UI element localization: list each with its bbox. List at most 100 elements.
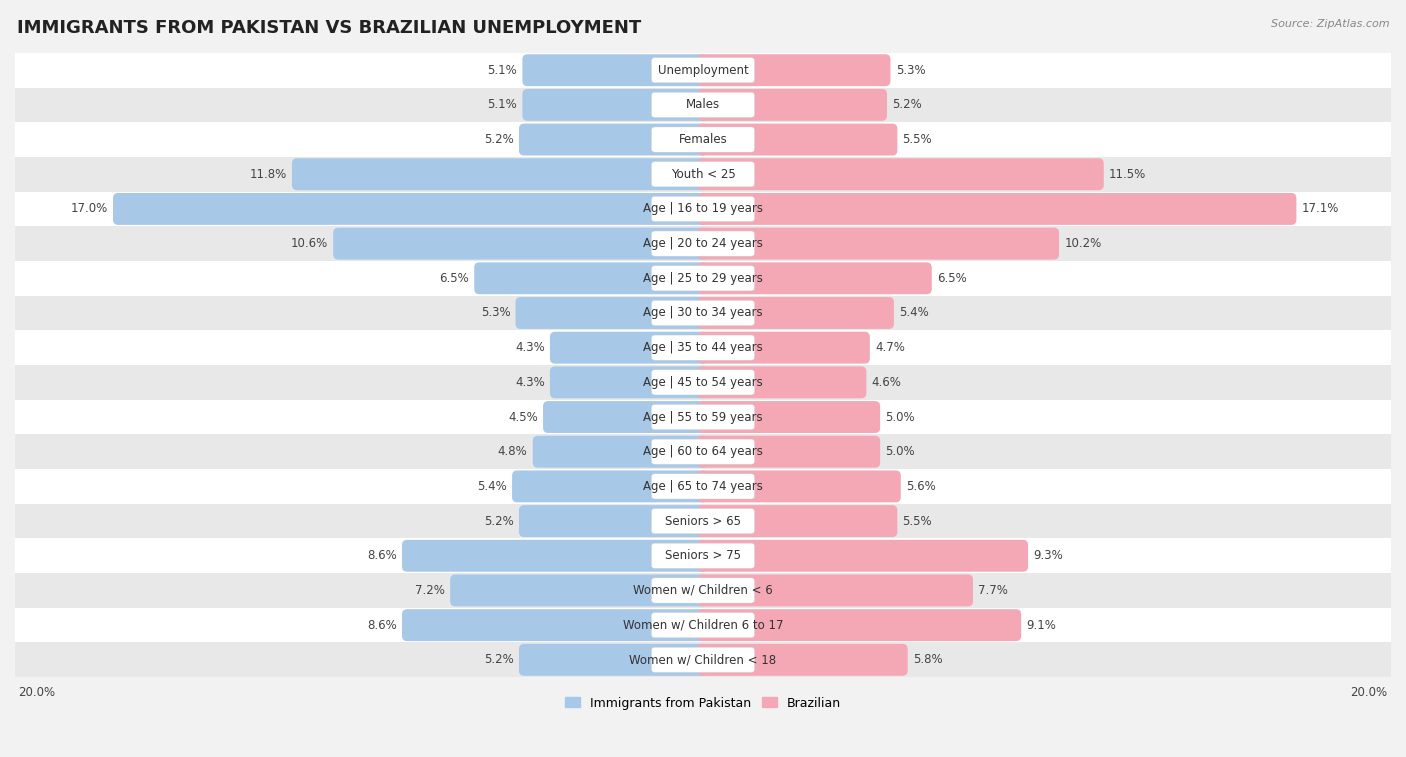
Text: Females: Females (679, 133, 727, 146)
FancyBboxPatch shape (651, 544, 755, 569)
Text: 5.1%: 5.1% (488, 64, 517, 76)
Text: IMMIGRANTS FROM PAKISTAN VS BRAZILIAN UNEMPLOYMENT: IMMIGRANTS FROM PAKISTAN VS BRAZILIAN UN… (17, 19, 641, 37)
FancyBboxPatch shape (651, 58, 755, 83)
Text: 11.8%: 11.8% (249, 168, 287, 181)
FancyBboxPatch shape (697, 540, 1028, 572)
FancyBboxPatch shape (697, 609, 1021, 641)
Text: 5.3%: 5.3% (481, 307, 510, 319)
FancyBboxPatch shape (697, 158, 1104, 190)
Text: 5.5%: 5.5% (903, 515, 932, 528)
Bar (15, 261, 1391, 296)
Text: Seniors > 75: Seniors > 75 (665, 550, 741, 562)
FancyBboxPatch shape (651, 162, 755, 187)
Bar (15, 435, 1391, 469)
Text: 5.8%: 5.8% (912, 653, 942, 666)
FancyBboxPatch shape (651, 301, 755, 326)
FancyBboxPatch shape (651, 231, 755, 256)
Text: 7.7%: 7.7% (979, 584, 1008, 597)
FancyBboxPatch shape (651, 612, 755, 637)
FancyBboxPatch shape (697, 332, 870, 363)
Text: 9.1%: 9.1% (1026, 618, 1056, 631)
FancyBboxPatch shape (519, 644, 709, 676)
Text: Source: ZipAtlas.com: Source: ZipAtlas.com (1271, 19, 1389, 29)
FancyBboxPatch shape (523, 89, 709, 121)
Bar (15, 88, 1391, 122)
Text: Women w/ Children < 6: Women w/ Children < 6 (633, 584, 773, 597)
Text: Age | 35 to 44 years: Age | 35 to 44 years (643, 341, 763, 354)
Text: 9.3%: 9.3% (1033, 550, 1063, 562)
Text: 6.5%: 6.5% (439, 272, 470, 285)
FancyBboxPatch shape (519, 505, 709, 537)
Legend: Immigrants from Pakistan, Brazilian: Immigrants from Pakistan, Brazilian (561, 692, 845, 715)
Bar (15, 365, 1391, 400)
Text: 5.1%: 5.1% (488, 98, 517, 111)
Text: 4.8%: 4.8% (498, 445, 527, 458)
FancyBboxPatch shape (651, 509, 755, 534)
Text: Age | 60 to 64 years: Age | 60 to 64 years (643, 445, 763, 458)
Text: 17.1%: 17.1% (1302, 202, 1339, 216)
Bar (15, 296, 1391, 330)
FancyBboxPatch shape (697, 436, 880, 468)
FancyBboxPatch shape (519, 123, 709, 155)
FancyBboxPatch shape (651, 196, 755, 222)
Bar (15, 538, 1391, 573)
Text: 5.2%: 5.2% (484, 653, 513, 666)
FancyBboxPatch shape (651, 474, 755, 499)
Text: 5.6%: 5.6% (905, 480, 936, 493)
Text: Age | 30 to 34 years: Age | 30 to 34 years (643, 307, 763, 319)
FancyBboxPatch shape (697, 228, 1059, 260)
FancyBboxPatch shape (697, 297, 894, 329)
Text: 8.6%: 8.6% (367, 618, 396, 631)
Text: Age | 16 to 19 years: Age | 16 to 19 years (643, 202, 763, 216)
FancyBboxPatch shape (651, 369, 755, 395)
Text: 6.5%: 6.5% (936, 272, 967, 285)
Text: 5.2%: 5.2% (484, 515, 513, 528)
Bar (15, 503, 1391, 538)
Text: Women w/ Children 6 to 17: Women w/ Children 6 to 17 (623, 618, 783, 631)
Bar (15, 330, 1391, 365)
FancyBboxPatch shape (651, 127, 755, 152)
FancyBboxPatch shape (697, 401, 880, 433)
Text: Women w/ Children < 18: Women w/ Children < 18 (630, 653, 776, 666)
Bar (15, 608, 1391, 643)
FancyBboxPatch shape (523, 55, 709, 86)
Text: 5.2%: 5.2% (484, 133, 513, 146)
Text: Age | 25 to 29 years: Age | 25 to 29 years (643, 272, 763, 285)
FancyBboxPatch shape (651, 404, 755, 430)
Text: 4.3%: 4.3% (515, 376, 544, 389)
Bar (15, 226, 1391, 261)
Text: 10.2%: 10.2% (1064, 237, 1101, 250)
Text: 8.6%: 8.6% (367, 550, 396, 562)
Bar (15, 643, 1391, 678)
FancyBboxPatch shape (533, 436, 709, 468)
FancyBboxPatch shape (697, 193, 1296, 225)
FancyBboxPatch shape (543, 401, 709, 433)
Text: 5.2%: 5.2% (893, 98, 922, 111)
Text: 11.5%: 11.5% (1109, 168, 1146, 181)
FancyBboxPatch shape (112, 193, 709, 225)
Text: 5.5%: 5.5% (903, 133, 932, 146)
FancyBboxPatch shape (697, 123, 897, 155)
FancyBboxPatch shape (450, 575, 709, 606)
FancyBboxPatch shape (292, 158, 709, 190)
FancyBboxPatch shape (474, 263, 709, 294)
Text: 20.0%: 20.0% (1350, 686, 1388, 699)
FancyBboxPatch shape (651, 647, 755, 672)
Text: Age | 20 to 24 years: Age | 20 to 24 years (643, 237, 763, 250)
Text: Unemployment: Unemployment (658, 64, 748, 76)
FancyBboxPatch shape (402, 540, 709, 572)
FancyBboxPatch shape (651, 578, 755, 603)
FancyBboxPatch shape (550, 332, 709, 363)
Text: Age | 45 to 54 years: Age | 45 to 54 years (643, 376, 763, 389)
Text: 5.4%: 5.4% (898, 307, 929, 319)
Text: 5.0%: 5.0% (886, 445, 915, 458)
Bar (15, 400, 1391, 435)
FancyBboxPatch shape (651, 439, 755, 464)
Text: 5.4%: 5.4% (477, 480, 508, 493)
Text: 5.0%: 5.0% (886, 410, 915, 423)
Bar (15, 192, 1391, 226)
Text: Youth < 25: Youth < 25 (671, 168, 735, 181)
Bar (15, 469, 1391, 503)
Text: 20.0%: 20.0% (18, 686, 56, 699)
Text: Males: Males (686, 98, 720, 111)
